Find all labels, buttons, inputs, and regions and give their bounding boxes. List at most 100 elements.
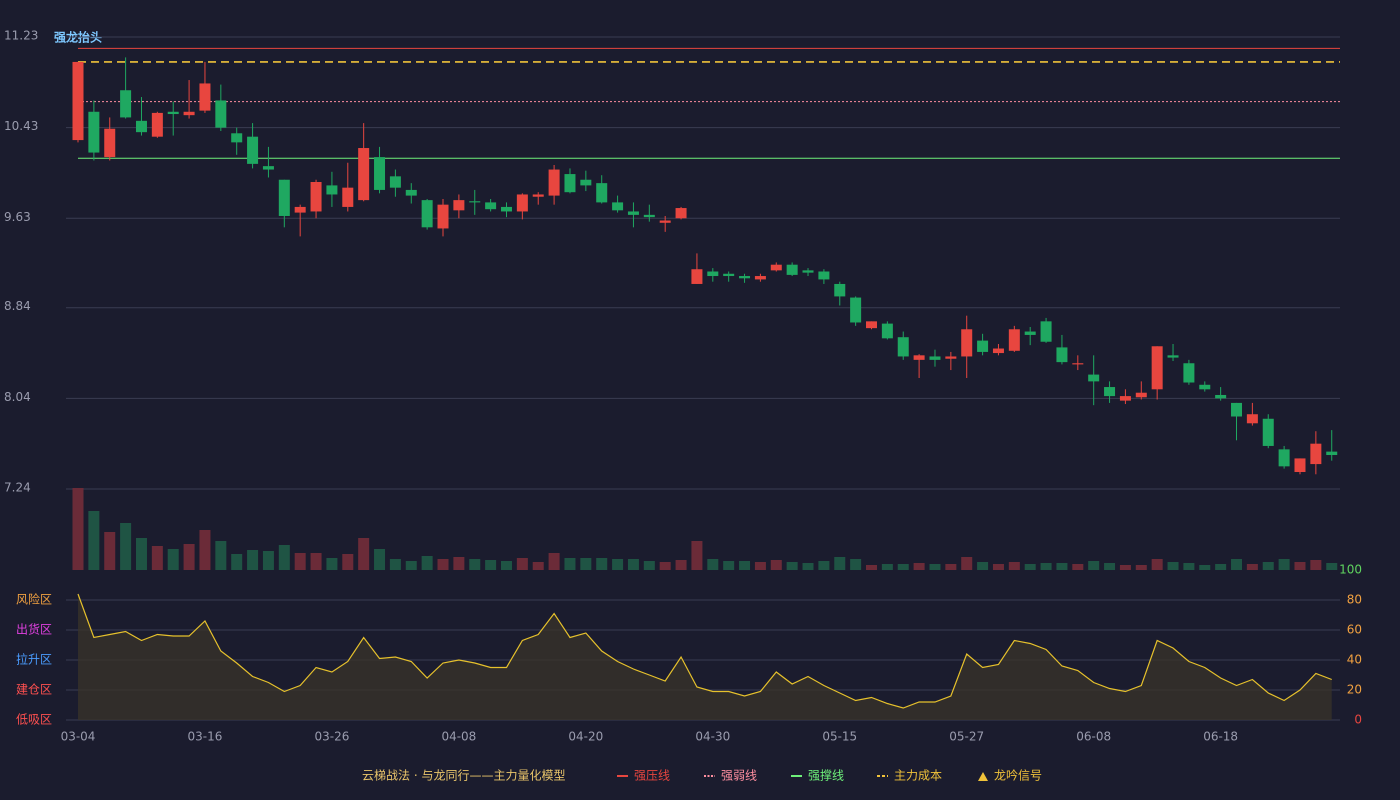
candle-body bbox=[881, 323, 893, 339]
volume-bar bbox=[1072, 564, 1084, 570]
x-tick-label: 06-08 bbox=[1076, 730, 1111, 744]
volume-bar bbox=[643, 561, 655, 570]
volume-bar bbox=[326, 558, 338, 570]
y2-tick-label: 80 bbox=[1347, 593, 1362, 607]
candle-body bbox=[754, 276, 766, 280]
candle-body bbox=[453, 200, 465, 211]
zone-label: 出货区 bbox=[16, 622, 52, 637]
volume-bar bbox=[199, 530, 211, 570]
volume-bar bbox=[739, 561, 751, 570]
candle-body bbox=[1294, 458, 1306, 473]
x-tick-label: 05-15 bbox=[822, 730, 857, 744]
x-tick-label: 05-27 bbox=[949, 730, 984, 744]
volume-bar bbox=[183, 544, 195, 570]
volume-bar bbox=[1246, 564, 1258, 570]
volume-bar bbox=[897, 564, 909, 570]
volume-bar bbox=[135, 538, 147, 570]
candle-body bbox=[992, 348, 1004, 354]
candle-body bbox=[802, 270, 814, 273]
y-tick-label: 11.23 bbox=[4, 29, 38, 43]
volume-bar bbox=[612, 559, 624, 570]
candle-body bbox=[659, 220, 671, 223]
candle-body bbox=[945, 356, 957, 359]
volume-bar bbox=[151, 546, 163, 570]
candle-body bbox=[1215, 394, 1227, 399]
legend-label: 强压线 bbox=[634, 769, 670, 783]
candle-body bbox=[691, 269, 703, 284]
candle-body bbox=[1008, 329, 1020, 351]
zone-label: 低吸区 bbox=[16, 713, 52, 727]
x-tick-label: 06-18 bbox=[1203, 730, 1238, 744]
candle-body bbox=[167, 111, 179, 115]
candle-body bbox=[786, 264, 798, 275]
candle-body bbox=[326, 185, 338, 195]
candle-body bbox=[437, 204, 449, 229]
volume-bar bbox=[691, 541, 703, 570]
candle-body bbox=[897, 337, 909, 357]
candle-body bbox=[1024, 331, 1036, 335]
candle-body bbox=[1056, 347, 1068, 363]
candle-body bbox=[977, 340, 989, 352]
volume-bar bbox=[453, 557, 465, 570]
volume-bar bbox=[1183, 563, 1195, 570]
candle-body bbox=[421, 200, 433, 228]
volume-bar bbox=[1215, 564, 1227, 570]
candle-body bbox=[913, 355, 925, 360]
candle-body bbox=[834, 283, 846, 297]
volume-bar bbox=[532, 562, 544, 570]
candle-body bbox=[532, 194, 544, 197]
candle-body bbox=[1310, 443, 1322, 465]
volume-bar bbox=[342, 554, 354, 570]
indicator-line bbox=[77, 593, 1332, 709]
volume-bar bbox=[247, 550, 259, 570]
volume-bar bbox=[945, 564, 957, 570]
volume-bar bbox=[580, 558, 592, 570]
y2-tick-label: 60 bbox=[1347, 623, 1362, 637]
volume-bar bbox=[358, 538, 370, 570]
x-tick-label: 03-26 bbox=[314, 730, 349, 744]
volume-bar bbox=[104, 532, 116, 570]
volume-bar bbox=[564, 558, 576, 570]
y2-tick-label: 0 bbox=[1354, 713, 1362, 727]
candle-body bbox=[564, 174, 576, 193]
y-tick-label: 7.24 bbox=[4, 481, 31, 495]
volume-bar bbox=[437, 559, 449, 570]
volume-bar bbox=[675, 560, 687, 570]
candle-body bbox=[818, 271, 830, 280]
volume-bar bbox=[1024, 564, 1036, 570]
volume-bar bbox=[1119, 565, 1131, 570]
volume-bar bbox=[72, 488, 84, 570]
candle-body bbox=[247, 136, 259, 164]
volume-bar bbox=[485, 560, 497, 570]
candle-body bbox=[612, 202, 624, 211]
x-tick-label: 04-08 bbox=[441, 730, 476, 744]
volume-bar bbox=[596, 558, 608, 570]
volume-bar bbox=[929, 564, 941, 570]
volume-bar bbox=[754, 562, 766, 570]
candle-body bbox=[88, 111, 100, 153]
candle-body bbox=[1088, 374, 1100, 382]
candle-body bbox=[1135, 392, 1147, 398]
y2-tick-label: 40 bbox=[1347, 653, 1362, 667]
volume-bar bbox=[1088, 561, 1100, 570]
legend-label: 强撑线 bbox=[808, 768, 844, 783]
volume-bar bbox=[818, 561, 830, 570]
legend-swatch bbox=[978, 772, 988, 781]
volume-bar bbox=[770, 560, 782, 570]
volume-bar bbox=[1310, 560, 1322, 570]
volume-bar bbox=[723, 561, 735, 570]
candle-body bbox=[374, 157, 386, 190]
volume-bar bbox=[1294, 562, 1306, 570]
candle-body bbox=[1231, 402, 1243, 417]
y2-tick-label: 100 bbox=[1339, 563, 1362, 577]
volume-bar bbox=[1167, 562, 1179, 570]
volume-bar bbox=[659, 562, 671, 570]
legend-title: 云梯战法 · 与龙同行——主力量化模型 bbox=[362, 769, 565, 783]
candle-body bbox=[231, 133, 243, 143]
candle-body bbox=[310, 182, 322, 212]
indicator-area bbox=[78, 594, 1332, 720]
volume-bar bbox=[421, 556, 433, 570]
volume-bar bbox=[1056, 563, 1068, 570]
candle-body bbox=[151, 112, 163, 137]
